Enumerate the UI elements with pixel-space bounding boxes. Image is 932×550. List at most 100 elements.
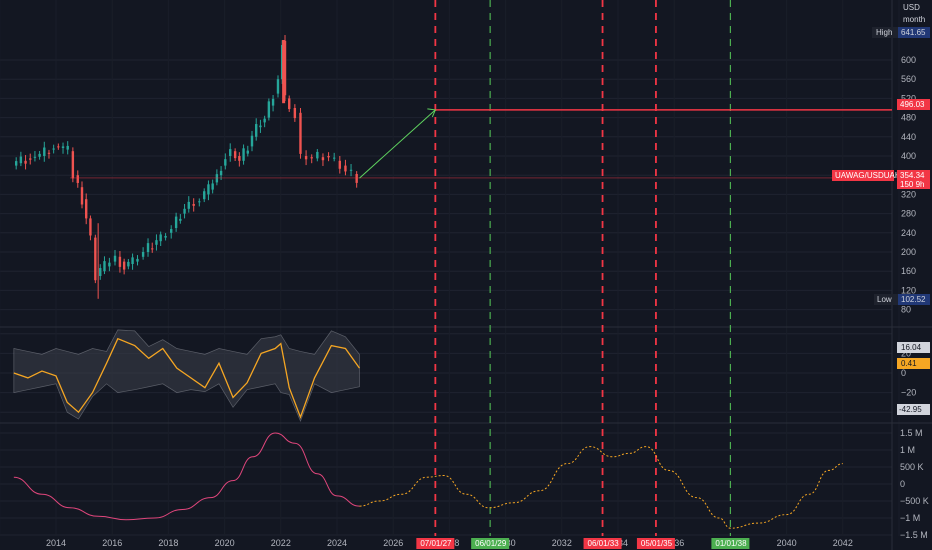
osc-mid-value: 0.41	[901, 359, 917, 368]
candle-body	[155, 240, 158, 245]
high-label: High	[876, 28, 892, 37]
time-tick-label: 2018	[158, 538, 178, 548]
date-marker-label: 07/01/27	[420, 539, 452, 548]
osc-upper-tag: 16.04	[897, 342, 930, 353]
candle-body	[179, 218, 182, 221]
candle-body	[99, 268, 102, 276]
price-tick-label: 120	[901, 285, 916, 295]
candle-body	[224, 159, 227, 166]
candle-body	[89, 218, 92, 236]
candle-body	[14, 161, 18, 166]
low-label: Low	[877, 295, 892, 304]
cycle-tick-label: −1 M	[900, 513, 920, 523]
candle-body	[80, 187, 84, 205]
time-tick-label: 2020	[215, 538, 235, 548]
cycle-tick-label: 500 K	[900, 462, 924, 472]
candle-body	[242, 148, 245, 161]
candle-body	[215, 174, 219, 183]
candle-body	[293, 108, 297, 119]
candle-body	[198, 201, 201, 203]
cycle-tick-label: 1.5 M	[900, 428, 923, 438]
candle-body	[136, 258, 139, 262]
price-tick-label: 80	[901, 305, 911, 315]
candle-body	[61, 146, 65, 148]
price-tick-label: 280	[901, 209, 916, 219]
cycle-tick-label: −1.5 M	[900, 530, 928, 540]
date-marker-tag	[416, 538, 455, 549]
candle-body	[344, 165, 347, 172]
time-tick-label: 2022	[271, 538, 291, 548]
price-tick-label: 440	[901, 132, 916, 142]
candle-body	[113, 255, 117, 262]
candle-body	[203, 191, 206, 200]
candle-body	[229, 149, 232, 156]
price-tick-label: 560	[901, 74, 916, 84]
date-marker-tag	[636, 538, 675, 549]
candle-body	[187, 201, 190, 209]
last-price-value: 354.34	[900, 171, 925, 180]
price-tick-label: 600	[901, 55, 916, 65]
osc-lower-value: -42.95	[899, 405, 922, 414]
osc-line	[13, 337, 361, 419]
candle-body	[207, 184, 210, 195]
candle-body	[327, 156, 330, 158]
oscillator-pane	[13, 329, 361, 422]
candle-body	[71, 151, 75, 179]
candle-body	[259, 125, 262, 128]
date-marker-tags: 07/01/27 06/01/29 06/01/33 05/01/35 01/01/38	[416, 538, 750, 549]
osc-zero-label: 0	[901, 368, 906, 378]
candle-body	[211, 183, 214, 190]
candle-body	[267, 101, 271, 118]
low-value: 102.52	[901, 295, 926, 304]
cycle-tick-label: 0	[900, 479, 905, 489]
candle-body	[131, 257, 134, 264]
candle-high	[282, 40, 286, 104]
candle-body	[238, 156, 241, 161]
cycle-tick-label: 1 M	[900, 445, 915, 455]
candle-body	[164, 235, 167, 238]
price-pane	[14, 35, 892, 299]
price-tick-label: 480	[901, 113, 916, 123]
candle-body	[299, 112, 302, 154]
candle-body	[43, 147, 46, 156]
candle-body	[332, 157, 336, 159]
price-tick-label: 400	[901, 151, 916, 161]
price-tick-label: 160	[901, 266, 916, 276]
symbol-tag: UAWAG/USDUAH	[832, 170, 901, 181]
time-tick-label: 2032	[552, 538, 572, 548]
candle-body	[288, 98, 291, 110]
candle-body	[122, 261, 126, 270]
candle-body	[151, 248, 154, 250]
price-tick-label: 320	[901, 189, 916, 199]
cycle-pane	[13, 432, 843, 529]
currency-label: USD	[903, 3, 920, 12]
candle-body	[33, 156, 37, 158]
candle-body	[233, 151, 237, 159]
cycle-forecast	[359, 446, 843, 529]
currency-selector[interactable]: USD	[903, 3, 920, 12]
candle-body	[159, 234, 162, 242]
last-price-tag: 354.34 150 9h	[897, 170, 930, 189]
candle-body	[24, 160, 27, 164]
interval-selector[interactable]: month	[903, 15, 925, 24]
bars-left-label: 150 9h	[900, 180, 924, 189]
time-tick-label: 2026	[383, 538, 403, 548]
candle-body	[349, 169, 353, 171]
candle-body	[321, 157, 325, 161]
date-marker-label: 06/01/33	[588, 539, 620, 548]
vertical-markers	[434, 0, 732, 536]
time-tick-label: 2040	[777, 538, 797, 548]
candle-body	[316, 151, 319, 159]
candle-body	[355, 174, 358, 183]
candle-body	[304, 156, 308, 160]
candle-body	[310, 157, 313, 159]
candle-body	[19, 156, 23, 164]
date-marker-label: 05/01/35	[641, 539, 673, 548]
candle-body	[66, 145, 69, 150]
candle-body	[76, 175, 79, 183]
osc-upper-value: 16.04	[901, 343, 922, 352]
candle-body	[103, 261, 106, 272]
